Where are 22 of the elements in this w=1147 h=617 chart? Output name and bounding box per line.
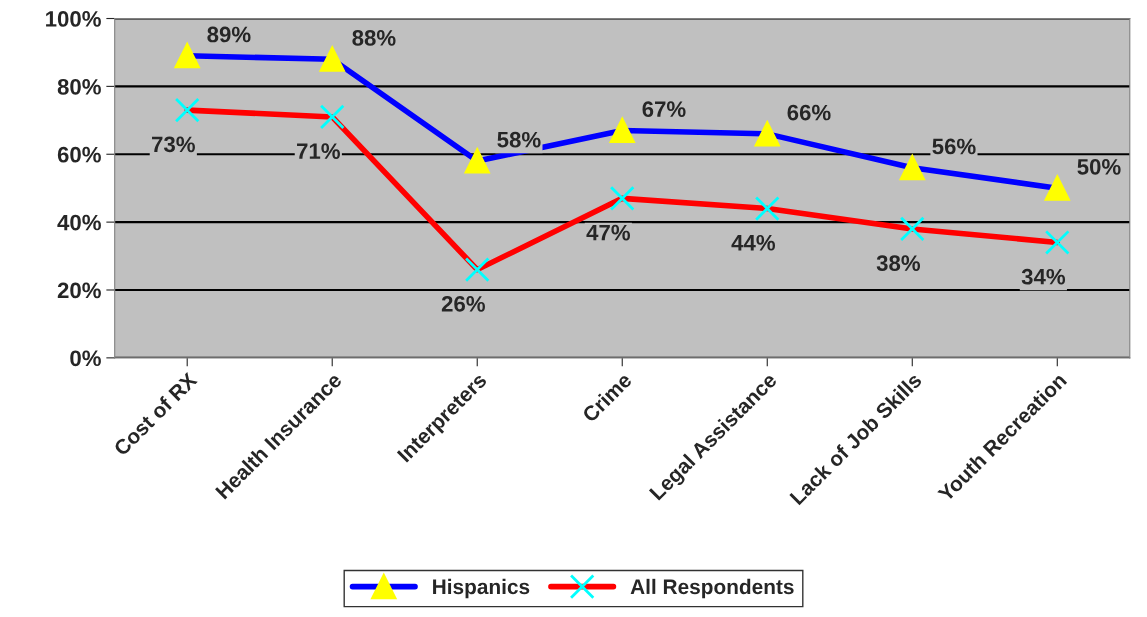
- data-label: 26%: [441, 295, 485, 312]
- legend-label: Hispanics: [433, 578, 530, 599]
- y-tick-label: 80%: [57, 78, 101, 95]
- data-label: 38%: [876, 255, 921, 272]
- data-label: 44%: [731, 234, 776, 251]
- data-label: 71%: [297, 143, 340, 159]
- data-label: 89%: [207, 26, 251, 43]
- y-tick-label: 20%: [57, 282, 101, 299]
- data-label: 58%: [497, 131, 541, 148]
- legend-label: All Respondents: [630, 578, 794, 599]
- y-tick-label: 0%: [70, 350, 101, 367]
- y-tick-label: 40%: [57, 214, 101, 231]
- data-label: 67%: [642, 101, 686, 118]
- data-label: 50%: [1077, 158, 1121, 175]
- y-tick-label: 100%: [46, 11, 101, 27]
- data-label: 56%: [932, 138, 976, 155]
- data-label: 47%: [586, 224, 630, 241]
- data-label: 34%: [1021, 268, 1066, 285]
- data-label: 88%: [352, 30, 396, 46]
- data-label: 66%: [787, 104, 831, 121]
- data-label: 73%: [152, 136, 195, 153]
- y-tick-label: 60%: [57, 146, 101, 163]
